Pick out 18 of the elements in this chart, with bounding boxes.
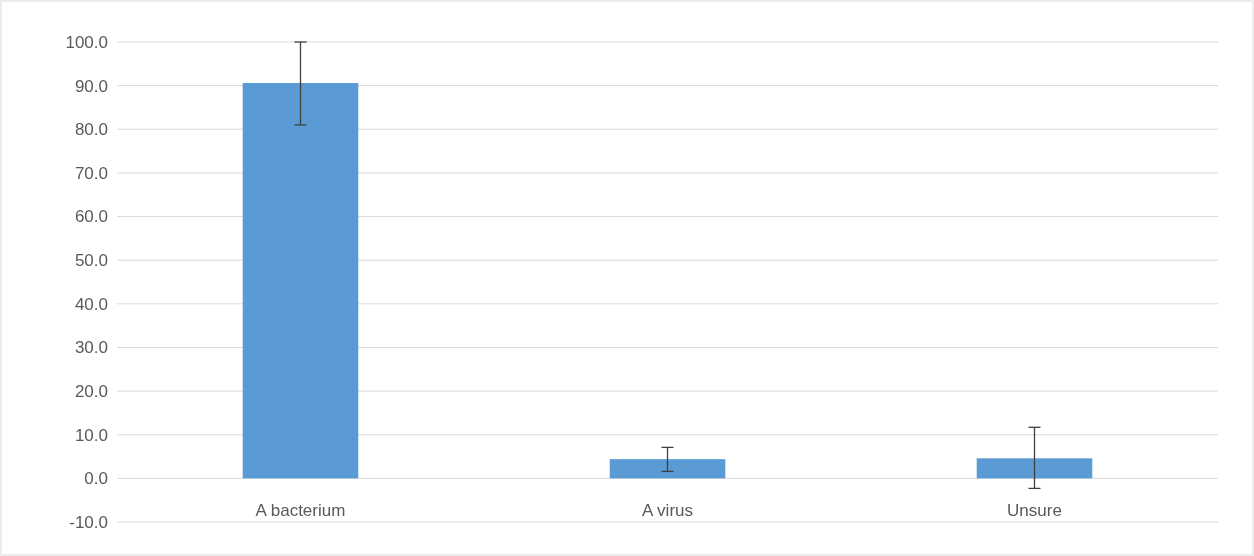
- y-tick-label: 60.0: [74, 207, 108, 227]
- bar: [609, 459, 726, 479]
- y-tick-label: 80.0: [74, 120, 108, 140]
- x-tick-label: Unsure: [1007, 501, 1062, 520]
- y-tick-label: 10.0: [74, 425, 108, 445]
- bar: [242, 83, 359, 479]
- y-tick-label: 40.0: [74, 294, 108, 314]
- x-tick-label: A bacterium: [255, 501, 346, 520]
- y-tick-label: 50.0: [74, 251, 108, 271]
- y-tick-label: 0.0: [84, 469, 108, 489]
- y-tick-label: 30.0: [74, 338, 108, 358]
- bar: [976, 458, 1093, 479]
- y-tick-label: 90.0: [74, 76, 108, 96]
- y-tick-label: -10.0: [69, 512, 108, 532]
- y-tick-label: 100.0: [65, 32, 108, 52]
- y-tick-label: 20.0: [74, 382, 108, 402]
- x-tick-label: A virus: [641, 501, 694, 520]
- y-tick-label: 70.0: [74, 163, 108, 183]
